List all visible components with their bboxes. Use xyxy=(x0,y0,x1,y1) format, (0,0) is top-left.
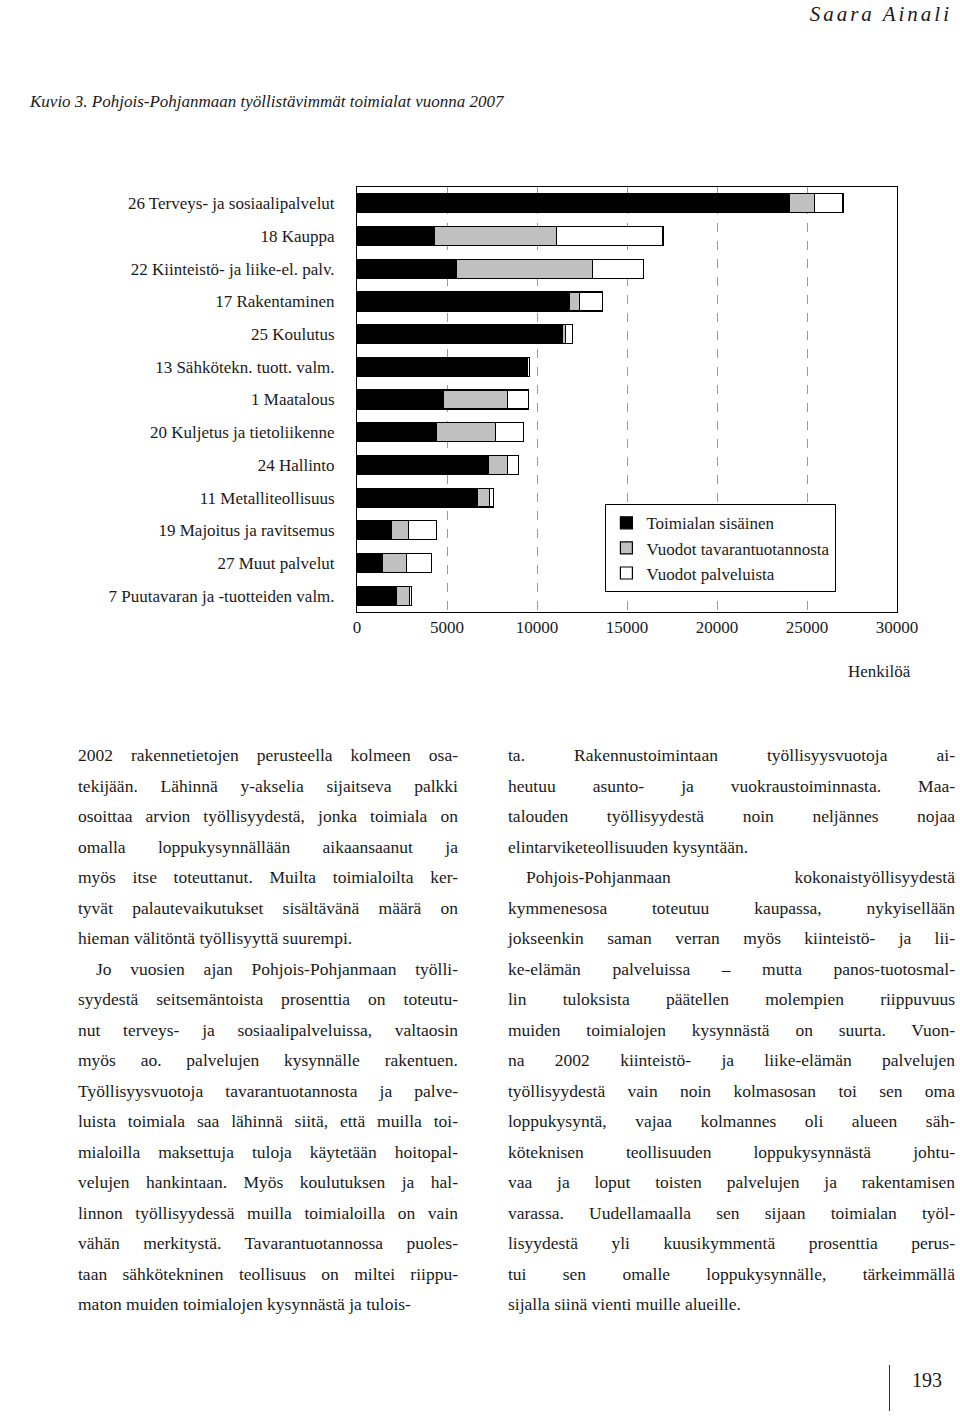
svg-text:25 Koulutus: 25 Koulutus xyxy=(251,325,335,344)
svg-text:11 Metalliteollisuus: 11 Metalliteollisuus xyxy=(200,489,335,508)
html-text:tui sen omalle loppukysynnälle: tui sen omalle loppukysynnälle, tärkeimm… xyxy=(508,1263,955,1284)
svg-text:Toimialan sisäinen: Toimialan sisäinen xyxy=(646,514,774,533)
html-text:hieman välitöntä työllisyyttä: hieman välitöntä työllisyyttä suurempi. xyxy=(78,928,353,948)
html-text:luista toimiala saa lähinnä si: luista toimiala saa lähinnä siitä, että … xyxy=(78,1111,458,1131)
html-text:maton muiden toimialojen kysyn: maton muiden toimialojen kysynnästä ja t… xyxy=(78,1294,411,1314)
html-text:muiden toimialojen kysynnästä: muiden toimialojen kysynnästä on suurta.… xyxy=(508,1019,955,1040)
html-text:myös itse toteuttanut. Muilta: myös itse toteuttanut. Muilta toimialoil… xyxy=(78,867,458,887)
html-text:na 2002 kiinteistö- ja liike-e: na 2002 kiinteistö- ja liike-elämän palv… xyxy=(508,1050,955,1070)
html-text:lisyydestä yli kuusikymmentä p: lisyydestä yli kuusikymmentä prosenttia … xyxy=(508,1233,955,1253)
svg-text:27 Muut palvelut: 27 Muut palvelut xyxy=(217,554,334,573)
html-text:tyvät palautevaikutukset sisäl: tyvät palautevaikutukset sisältävänä mää… xyxy=(78,897,458,918)
svg-text:18 Kauppa: 18 Kauppa xyxy=(260,227,335,246)
svg-text:24 Hallinto: 24 Hallinto xyxy=(258,456,335,475)
html-text:Jo vuosien ajan Pohjois-Pohjan: Jo vuosien ajan Pohjois-Pohjanmaan työll… xyxy=(96,958,458,979)
html-text:varassa. Uudellamaalla sen sij: varassa. Uudellamaalla sen sijaan toimia… xyxy=(508,1202,955,1223)
html-text:köteknisen teollisuuden loppuk: köteknisen teollisuuden loppukysynnästä … xyxy=(508,1141,955,1162)
html-text:loppukysyntä, vajaa kolmannes: loppukysyntä, vajaa kolmannes oli alueen… xyxy=(508,1111,955,1131)
svg-text:0: 0 xyxy=(353,618,362,637)
html-text:Kuvio 3. Pohjois-Pohjanmaan ty: Kuvio 3. Pohjois-Pohjanmaan työllistävim… xyxy=(30,92,504,111)
html-text:kymmenesosa toteutuu kaupassa,: kymmenesosa toteutuu kaupassa, nykyisell… xyxy=(508,897,955,918)
svg-text:26 Terveys- ja sosiaalipalvelu: 26 Terveys- ja sosiaalipalvelut xyxy=(128,194,335,213)
html-text:syydestä seitsemäntoista prose: syydestä seitsemäntoista prosenttia on t… xyxy=(78,989,458,1009)
svg-text:19 Majoitus ja ravitsemus: 19 Majoitus ja ravitsemus xyxy=(158,521,334,540)
html-text:heutuu asunto- ja vuokraustoim: heutuu asunto- ja vuokraustoiminnasta. M… xyxy=(508,775,955,796)
svg-text:20000: 20000 xyxy=(696,618,739,637)
html-text:lin tuloksista päätellen molem: lin tuloksista päätellen molempien riipp… xyxy=(508,989,955,1009)
svg-text:Vuodot tavarantuotannosta: Vuodot tavarantuotannosta xyxy=(646,540,829,559)
html-text:tekijään. Lähinnä y-akselia si: tekijään. Lähinnä y-akselia sijaitseva p… xyxy=(78,775,458,796)
svg-text:20 Kuljetus ja tietoliikenne: 20 Kuljetus ja tietoliikenne xyxy=(150,423,335,442)
html-text:sijalla siinä vienti muille al: sijalla siinä vienti muille alueille. xyxy=(508,1294,741,1314)
html-text:osoittaa arvion työllisyydestä: osoittaa arvion työllisyydestä, jonka to… xyxy=(78,806,458,826)
html-text:talouden työllisyydestä noin n: talouden työllisyydestä noin neljännes n… xyxy=(508,806,955,826)
html-text:omalla loppukysynnällään aikaa: omalla loppukysynnällään aikaansaanut ja xyxy=(78,836,458,857)
html-text:jokseenkin saman verran myös k: jokseenkin saman verran myös kiinteistö-… xyxy=(508,928,955,948)
html-text:Työllisyysvuotoja tavarantuota: Työllisyysvuotoja tavarantuotannosta ja … xyxy=(78,1080,458,1101)
html-text:myös ao. palvelujen kysynnälle: myös ao. palvelujen kysynnälle rakentuen… xyxy=(78,1050,458,1070)
html-text:vähän merkitystä. Tavarantuota: vähän merkitystä. Tavarantuotannossa puo… xyxy=(78,1233,458,1253)
html-text:taan sähkötekninen teollisuus: taan sähkötekninen teollisuus on miltei … xyxy=(78,1263,458,1284)
html-text:193: 193 xyxy=(912,1369,942,1391)
svg-text:17 Rakentaminen: 17 Rakentaminen xyxy=(215,292,335,311)
html-text:Saara Ainali: Saara Ainali xyxy=(809,2,952,26)
svg-text:22 Kiinteistö- ja liike-el. pa: 22 Kiinteistö- ja liike-el. palv. xyxy=(131,260,335,279)
svg-text:15000: 15000 xyxy=(606,618,649,637)
html-text:2002 rakennetietojen perusteel: 2002 rakennetietojen perusteella kolmeen… xyxy=(78,745,458,765)
svg-text:13 Sähkötekn. tuott. valm.: 13 Sähkötekn. tuott. valm. xyxy=(155,358,334,377)
html-text:vaa ja loput toisten palveluje: vaa ja loput toisten palvelujen ja raken… xyxy=(508,1172,955,1192)
html-text:ta. Rakennustoimintaan työllis: ta. Rakennustoimintaan työllisyysvuotoja… xyxy=(508,745,955,765)
svg-text:Vuodot palveluista: Vuodot palveluista xyxy=(646,565,774,584)
svg-text:5000: 5000 xyxy=(430,618,464,637)
svg-text:Henkilöä: Henkilöä xyxy=(848,662,911,681)
html-text:linnon työllisyydessä muilla t: linnon työllisyydessä muilla toimialoill… xyxy=(78,1202,458,1223)
svg-text:10000: 10000 xyxy=(516,618,559,637)
svg-text:1 Maatalous: 1 Maatalous xyxy=(251,390,335,409)
html-text:velujen hankintaan. Myös koulu: velujen hankintaan. Myös koulutuksen ja … xyxy=(78,1172,458,1192)
html-text:Pohjois-Pohjanmaan kokonaistyö: Pohjois-Pohjanmaan kokonaistyöllisyydest… xyxy=(526,867,955,887)
html-text:ke-elämän palveluissa – mutta: ke-elämän palveluissa – mutta panos-tuot… xyxy=(508,958,955,979)
svg-text:7 Puutavaran ja -tuotteiden va: 7 Puutavaran ja -tuotteiden valm. xyxy=(108,587,334,606)
svg-text:30000: 30000 xyxy=(876,618,919,637)
html-text:mialoilla maksettuja tuloja kä: mialoilla maksettuja tuloja käytetään ho… xyxy=(78,1141,458,1162)
html-text:elintarviketeollisuuden kysynt: elintarviketeollisuuden kysyntään. xyxy=(508,836,749,857)
html-text:nut terveys- ja sosiaalipalvel: nut terveys- ja sosiaalipalveluissa, val… xyxy=(78,1019,458,1040)
svg-text:25000: 25000 xyxy=(786,618,829,637)
html-text:työllisyydestä vain noin kolma: työllisyydestä vain noin kolmasosan toi … xyxy=(508,1080,955,1101)
